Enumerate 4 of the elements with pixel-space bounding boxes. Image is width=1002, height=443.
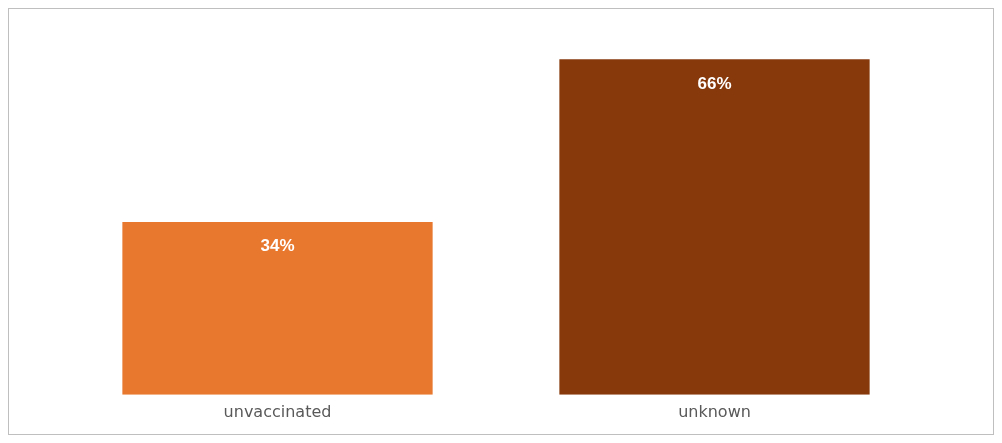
x-tick-label: unknown bbox=[678, 401, 751, 421]
x-tick-label: unvaccinated bbox=[223, 401, 332, 421]
data-label: 34% bbox=[260, 236, 295, 256]
data-label: 66% bbox=[697, 73, 732, 93]
